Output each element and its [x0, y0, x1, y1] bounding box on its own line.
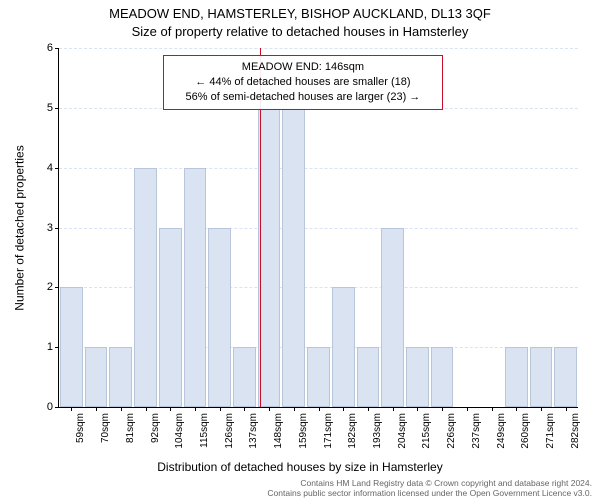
bar	[431, 347, 454, 407]
x-tick	[146, 407, 147, 411]
x-tick	[368, 407, 369, 411]
x-tick-label: 126sqm	[224, 413, 235, 449]
bar	[159, 228, 182, 408]
x-tick-label: 115sqm	[199, 413, 210, 448]
plot-area: 012345659sqm70sqm81sqm92sqm104sqm115sqm1…	[58, 48, 578, 408]
x-tick	[343, 407, 344, 411]
bar	[332, 287, 355, 407]
annotation-line: MEADOW END: 146sqm	[172, 60, 434, 75]
x-tick-label: 104sqm	[174, 413, 185, 449]
annotation-line: ← 44% of detached houses are smaller (18…	[172, 75, 434, 90]
x-tick-label: 171sqm	[323, 413, 334, 449]
bar	[208, 228, 231, 408]
x-tick-label: 159sqm	[298, 413, 309, 449]
bar	[85, 347, 108, 407]
footer-line1: Contains HM Land Registry data © Crown c…	[267, 478, 592, 488]
x-tick	[71, 407, 72, 411]
x-tick	[467, 407, 468, 411]
x-tick	[516, 407, 517, 411]
chart-container: MEADOW END, HAMSTERLEY, BISHOP AUCKLAND,…	[0, 0, 600, 500]
y-tick-label: 4	[47, 162, 59, 174]
x-tick-label: 260sqm	[520, 413, 531, 449]
x-tick-label: 182sqm	[347, 413, 358, 449]
bar	[406, 347, 429, 407]
footer-attribution: Contains HM Land Registry data © Crown c…	[267, 478, 592, 498]
x-tick	[566, 407, 567, 411]
x-tick-label: 59sqm	[75, 413, 86, 443]
x-axis-label: Distribution of detached houses by size …	[0, 460, 600, 474]
bar	[134, 168, 157, 407]
x-tick	[393, 407, 394, 411]
chart-title-line2: Size of property relative to detached ho…	[0, 24, 600, 39]
x-tick-label: 193sqm	[372, 413, 383, 449]
y-axis-label-wrap: Number of detached properties	[14, 48, 26, 408]
x-tick	[121, 407, 122, 411]
x-tick	[195, 407, 196, 411]
y-tick-label: 0	[47, 401, 59, 413]
bar	[357, 347, 380, 407]
x-tick-label: 148sqm	[273, 413, 284, 449]
bar	[554, 347, 577, 407]
bar	[530, 347, 553, 407]
bar	[282, 108, 305, 407]
y-tick-label: 1	[47, 341, 59, 353]
x-tick	[269, 407, 270, 411]
x-tick	[294, 407, 295, 411]
annotation-line: 56% of semi-detached houses are larger (…	[172, 90, 434, 105]
y-tick-label: 5	[47, 102, 59, 114]
x-tick-label: 92sqm	[150, 413, 161, 443]
x-tick-label: 249sqm	[496, 413, 507, 449]
bar	[307, 347, 330, 407]
y-tick-label: 6	[47, 42, 59, 54]
bar	[109, 347, 132, 407]
x-tick	[220, 407, 221, 411]
x-tick-label: 81sqm	[125, 413, 136, 443]
y-tick-label: 2	[47, 281, 59, 293]
y-axis-label: Number of detached properties	[13, 145, 27, 310]
x-tick	[319, 407, 320, 411]
x-tick	[244, 407, 245, 411]
chart-title-line1: MEADOW END, HAMSTERLEY, BISHOP AUCKLAND,…	[0, 6, 600, 21]
x-tick	[96, 407, 97, 411]
bar	[60, 287, 83, 407]
annotation-box: MEADOW END: 146sqm← 44% of detached hous…	[163, 55, 443, 110]
x-tick-label: 137sqm	[248, 413, 259, 449]
x-tick-label: 70sqm	[100, 413, 111, 443]
x-tick	[442, 407, 443, 411]
bar	[505, 347, 528, 407]
x-tick	[492, 407, 493, 411]
y-tick-label: 3	[47, 222, 59, 234]
footer-line2: Contains public sector information licen…	[267, 488, 592, 498]
x-tick-label: 204sqm	[397, 413, 408, 449]
x-tick	[417, 407, 418, 411]
x-tick	[170, 407, 171, 411]
x-tick-label: 226sqm	[446, 413, 457, 449]
x-tick-label: 215sqm	[421, 413, 432, 449]
x-tick-label: 282sqm	[570, 413, 581, 449]
x-tick	[541, 407, 542, 411]
bar	[184, 168, 207, 407]
x-tick-label: 271sqm	[545, 413, 556, 449]
bar	[381, 228, 404, 408]
bar	[233, 347, 256, 407]
gridline	[59, 48, 578, 49]
x-tick-label: 237sqm	[471, 413, 482, 449]
